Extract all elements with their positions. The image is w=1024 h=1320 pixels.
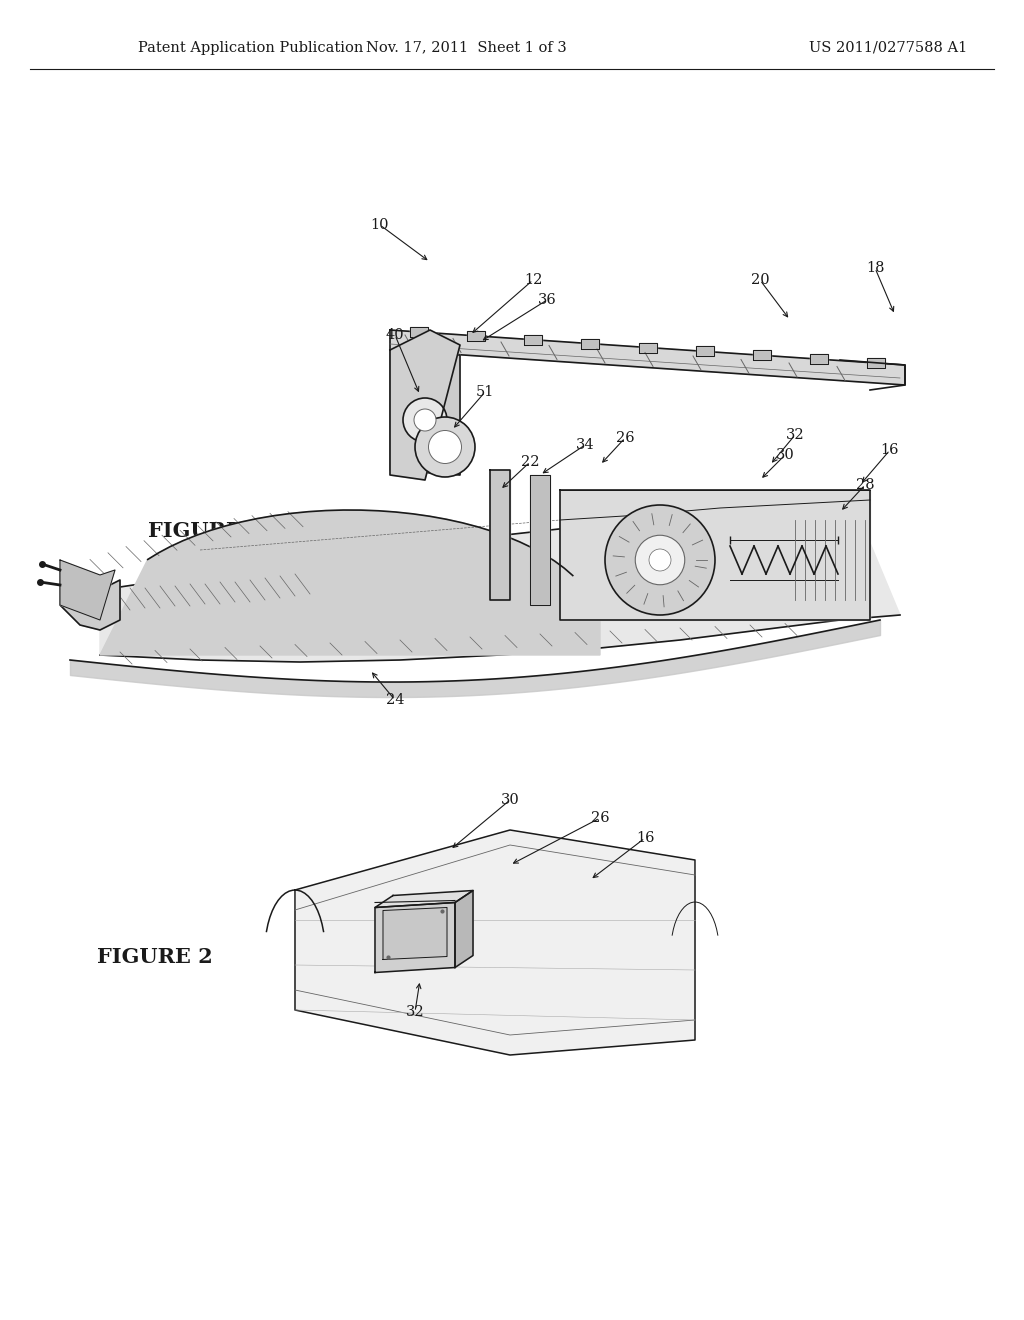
- Polygon shape: [467, 331, 484, 341]
- Polygon shape: [390, 350, 460, 475]
- Polygon shape: [390, 330, 460, 480]
- Text: 32: 32: [406, 1005, 424, 1019]
- Text: 10: 10: [371, 218, 389, 232]
- Polygon shape: [582, 339, 599, 348]
- Polygon shape: [60, 570, 120, 630]
- Polygon shape: [100, 495, 900, 663]
- Text: 51: 51: [476, 385, 495, 399]
- Polygon shape: [410, 327, 428, 337]
- Text: FIGURE 1: FIGURE 1: [148, 520, 264, 541]
- Text: 32: 32: [785, 428, 804, 442]
- Text: 24: 24: [386, 693, 404, 708]
- Text: 26: 26: [615, 432, 634, 445]
- Polygon shape: [60, 560, 115, 620]
- Text: 30: 30: [501, 793, 519, 807]
- Circle shape: [414, 409, 436, 432]
- Text: 20: 20: [751, 273, 769, 286]
- Polygon shape: [810, 354, 828, 364]
- Text: 16: 16: [636, 832, 654, 845]
- Polygon shape: [295, 830, 695, 1055]
- Text: 30: 30: [775, 447, 795, 462]
- Text: 26: 26: [591, 810, 609, 825]
- Circle shape: [649, 549, 671, 572]
- Text: 22: 22: [521, 455, 540, 469]
- Polygon shape: [639, 342, 656, 352]
- Circle shape: [403, 399, 447, 442]
- Polygon shape: [867, 358, 886, 368]
- Text: Patent Application Publication: Patent Application Publication: [138, 41, 364, 54]
- Polygon shape: [375, 903, 455, 973]
- Text: 28: 28: [856, 478, 874, 492]
- Text: 40: 40: [386, 327, 404, 342]
- Circle shape: [428, 430, 462, 463]
- Text: FIGURE 2: FIGURE 2: [97, 946, 213, 968]
- Polygon shape: [560, 490, 870, 620]
- Polygon shape: [455, 891, 473, 968]
- Text: Nov. 17, 2011  Sheet 1 of 3: Nov. 17, 2011 Sheet 1 of 3: [366, 41, 566, 54]
- Polygon shape: [375, 891, 473, 908]
- Polygon shape: [390, 330, 905, 385]
- Text: 18: 18: [865, 261, 885, 275]
- Polygon shape: [100, 510, 600, 655]
- Polygon shape: [530, 475, 550, 605]
- Polygon shape: [753, 350, 771, 360]
- Text: 34: 34: [575, 438, 594, 451]
- Text: 12: 12: [524, 273, 542, 286]
- Text: US 2011/0277588 A1: US 2011/0277588 A1: [809, 41, 968, 54]
- Polygon shape: [383, 908, 447, 960]
- Circle shape: [605, 506, 715, 615]
- Polygon shape: [524, 335, 542, 345]
- Polygon shape: [695, 346, 714, 356]
- Circle shape: [635, 535, 685, 585]
- Text: 16: 16: [881, 444, 899, 457]
- Circle shape: [415, 417, 475, 477]
- Polygon shape: [490, 470, 510, 601]
- Text: 36: 36: [538, 293, 556, 308]
